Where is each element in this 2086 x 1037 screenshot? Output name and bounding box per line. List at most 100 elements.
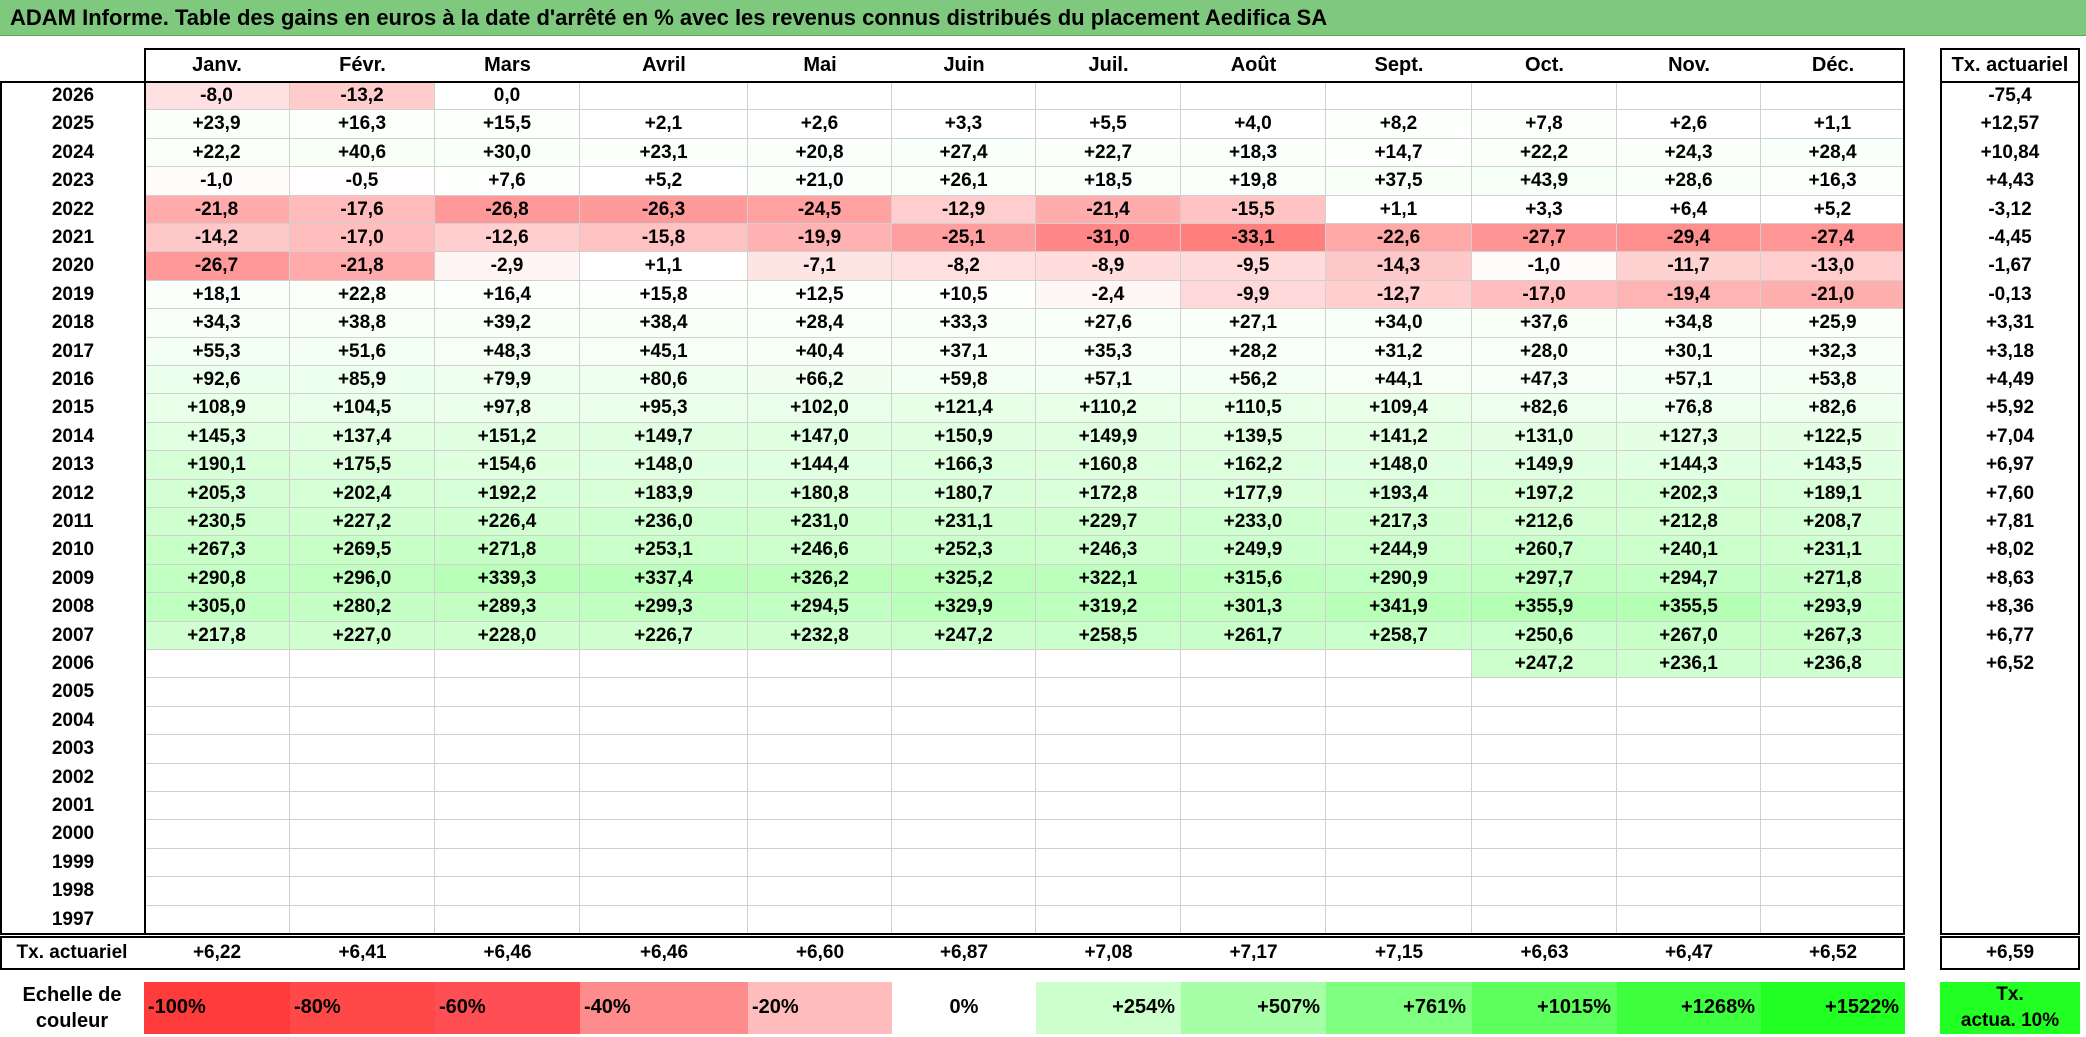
data-cell: +271,8	[1761, 564, 1905, 594]
data-cell	[1761, 877, 1905, 906]
data-cell	[1617, 706, 1761, 736]
data-cell	[290, 763, 435, 792]
month-header: Avril	[642, 54, 686, 76]
year-label: 2022	[51, 198, 95, 220]
data-cell: +212,6	[1472, 508, 1617, 537]
data-cell	[892, 877, 1036, 906]
data-cell	[290, 650, 435, 679]
data-cell: +18,1	[144, 280, 290, 310]
data-cell: +27,1	[1181, 309, 1326, 338]
totals-cell: +6,46	[483, 942, 532, 963]
data-cell	[748, 82, 892, 111]
data-cell: -0,5	[290, 167, 435, 196]
data-cell	[748, 706, 892, 736]
data-cell: +59,8	[892, 366, 1036, 395]
data-cell: +16,3	[290, 110, 435, 139]
data-cell: -24,5	[748, 195, 892, 224]
data-cell: +121,4	[892, 394, 1036, 423]
data-cell	[144, 877, 290, 906]
data-cell	[580, 763, 748, 792]
rate-cell: +7,81	[1985, 511, 2035, 532]
data-cell: +27,4	[892, 138, 1036, 168]
data-cell: +177,9	[1181, 479, 1326, 508]
data-cell	[748, 905, 892, 934]
year-label: 2012	[51, 482, 95, 504]
data-cell: +76,8	[1617, 394, 1761, 423]
data-cell	[1181, 735, 1326, 764]
data-cell	[1761, 678, 1905, 707]
data-cell: +253,1	[580, 536, 748, 565]
data-cell: -13,2	[290, 82, 435, 111]
data-cell	[1472, 735, 1617, 764]
data-cell: +28,4	[1761, 138, 1905, 168]
data-cell: +230,5	[144, 508, 290, 537]
rate-cell: +3,31	[1985, 312, 2035, 334]
year-label: 2019	[51, 283, 95, 305]
data-cell	[144, 706, 290, 736]
scale-swatch: +1268%	[1617, 982, 1761, 1034]
row-separator	[0, 933, 1905, 935]
data-cell: +193,4	[1326, 479, 1472, 508]
data-cell: +66,2	[748, 366, 892, 395]
data-cell: +267,3	[144, 536, 290, 565]
data-cell: -15,8	[580, 224, 748, 253]
data-cell: +32,3	[1761, 337, 1905, 366]
data-cell: -14,2	[144, 224, 290, 253]
data-cell: +22,2	[144, 138, 290, 168]
data-cell	[144, 735, 290, 764]
year-label: 2024	[51, 141, 95, 163]
data-cell: -15,5	[1181, 195, 1326, 224]
data-cell: +109,4	[1326, 394, 1472, 423]
data-cell	[1472, 82, 1617, 111]
data-cell: +301,3	[1181, 593, 1326, 622]
rate-cell	[1940, 707, 2080, 735]
data-cell	[1181, 678, 1326, 707]
scale-swatch: -80%	[290, 982, 435, 1034]
scale-swatch: +761%	[1326, 982, 1472, 1034]
data-cell: -21,0	[1761, 280, 1905, 310]
data-cell	[1761, 848, 1905, 878]
rate-cell: -4,45	[1988, 227, 2032, 248]
totals-label: Tx. actuariel	[16, 942, 128, 963]
data-cell: +102,0	[748, 394, 892, 423]
data-cell: -21,4	[1036, 195, 1181, 224]
data-cell: +231,1	[892, 508, 1036, 537]
data-cell	[1472, 792, 1617, 821]
data-cell: -13,0	[1761, 252, 1905, 281]
data-cell: +228,0	[435, 621, 580, 650]
data-cell: -26,3	[580, 195, 748, 224]
data-cell	[1036, 706, 1181, 736]
data-cell	[1326, 763, 1472, 792]
year-label: 2023	[51, 170, 95, 192]
data-cell	[290, 792, 435, 821]
data-cell	[580, 848, 748, 878]
data-cell	[1761, 706, 1905, 736]
rate-cell	[1940, 849, 2080, 877]
year-label: 1997	[51, 908, 95, 930]
data-cell: +4,0	[1181, 110, 1326, 139]
data-cell	[435, 650, 580, 679]
data-cell	[580, 82, 748, 111]
data-cell: +16,3	[1761, 167, 1905, 196]
totals-cell: +6,22	[192, 942, 242, 963]
data-cell: -1,0	[144, 167, 290, 196]
data-cell: -12,7	[1326, 280, 1472, 310]
month-header: Sept.	[1374, 54, 1424, 76]
data-cell	[1036, 82, 1181, 111]
data-cell: +337,4	[580, 564, 748, 594]
data-cell: +144,4	[748, 451, 892, 480]
data-cell	[580, 820, 748, 849]
data-cell: +28,4	[748, 309, 892, 338]
data-cell	[435, 735, 580, 764]
data-cell: +20,8	[748, 138, 892, 168]
row-separator	[0, 81, 1905, 83]
data-cell	[580, 905, 748, 934]
rate-cell	[1940, 820, 2080, 848]
data-cell	[580, 877, 748, 906]
data-cell	[892, 678, 1036, 707]
data-cell	[1036, 650, 1181, 679]
data-cell: +56,2	[1181, 366, 1326, 395]
totals-cell: +7,08	[1084, 942, 1133, 963]
data-cell	[1036, 735, 1181, 764]
data-cell	[1761, 905, 1905, 934]
